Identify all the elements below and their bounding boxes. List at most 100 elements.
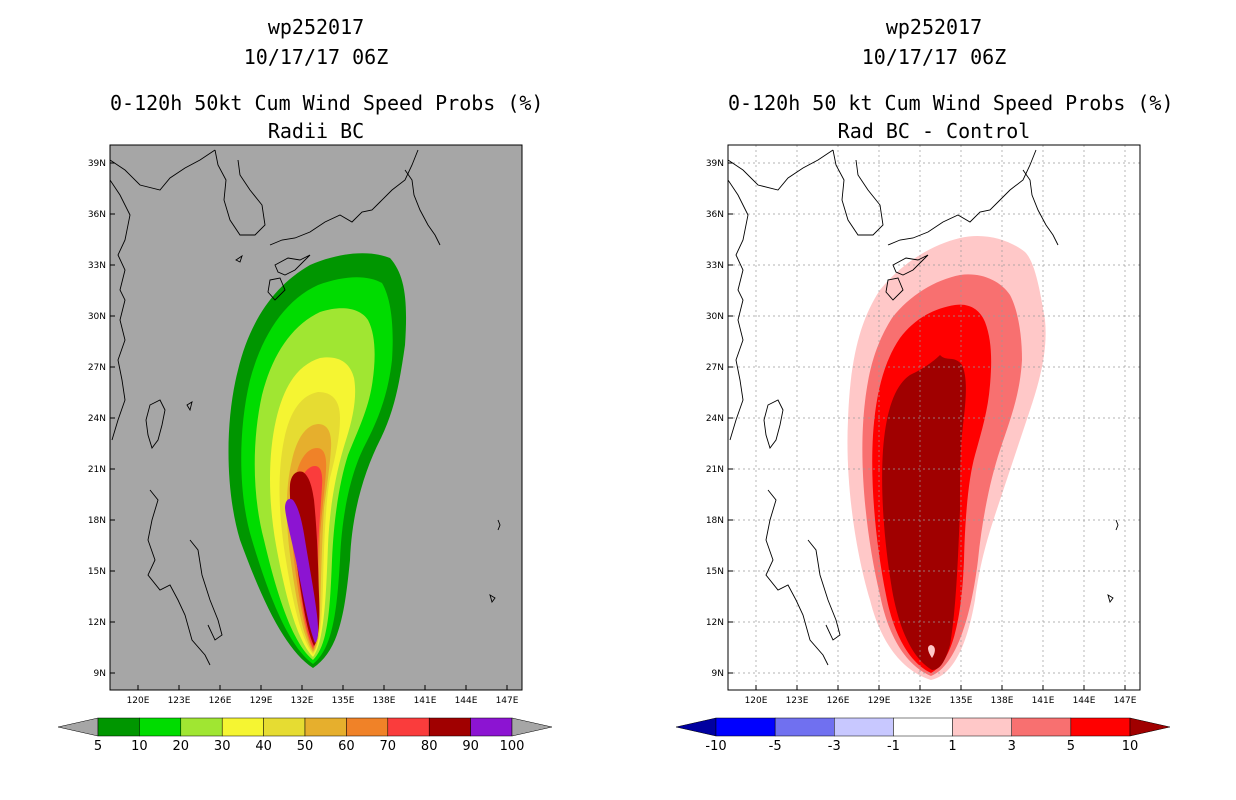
colorbar-swatch xyxy=(952,717,1012,737)
lat-tick-label: 21N xyxy=(88,465,106,475)
lon-tick-label: 144E xyxy=(455,696,478,706)
lon-tick-label: 135E xyxy=(950,696,973,706)
colorbar-label: 10 xyxy=(131,739,148,754)
colorbar-swatch xyxy=(97,717,140,737)
colorbar-swatch xyxy=(470,717,513,737)
lat-tick-label: 30N xyxy=(706,312,724,322)
colorbar-swatch xyxy=(139,717,182,737)
lat-tick-label: 36N xyxy=(706,210,724,220)
right-map-panel: 39N 36N 33N 30N 27N 24N 21N 18N 15N 12N 9N 120E 123… xyxy=(706,144,1141,706)
colorbar-swatch xyxy=(834,717,894,737)
lat-tick-label: 18N xyxy=(706,516,724,526)
lat-tick-label: 9N xyxy=(712,669,724,679)
lon-tick-label: 126E xyxy=(827,696,850,706)
lon-tick-label: 141E xyxy=(1032,696,1055,706)
right-lat-ticks: 39N 36N 33N 30N 27N 24N 21N 18N 15N 12N 9N xyxy=(706,159,733,679)
colorbar-swatch xyxy=(346,717,389,737)
colorbar-high-triangle xyxy=(1129,717,1171,737)
lon-tick-label: 129E xyxy=(868,696,891,706)
left-lon-ticks: 120E 123E 126E 129E 132E 135E 138E 141E 144E 147E xyxy=(127,685,519,706)
lon-tick-label: 123E xyxy=(786,696,809,706)
colorbar-swatch xyxy=(774,717,835,737)
lat-tick-label: 12N xyxy=(706,618,724,628)
colorbar-swatch xyxy=(263,717,306,737)
colorbar-swatch xyxy=(387,717,430,737)
left-probability-contours xyxy=(110,149,501,668)
diff-contour-inner xyxy=(928,645,935,658)
lon-tick-label: 120E xyxy=(127,696,150,706)
colorbar-label: 70 xyxy=(380,739,397,754)
colorbar-label: 50 xyxy=(297,739,314,754)
colorbar-label: 90 xyxy=(462,739,479,754)
left-map-panel: 39N 36N 33N 30N 27N 24N 21N 18N 15N 12N 9N 120E 123… xyxy=(88,144,523,706)
colorbar-label: 10 xyxy=(1122,739,1139,754)
colorbar-low-triangle xyxy=(675,717,717,737)
lon-tick-label: 138E xyxy=(991,696,1014,706)
lon-tick-label: 144E xyxy=(1073,696,1096,706)
colorbar-label: 5 xyxy=(1067,739,1075,754)
left-coastlines xyxy=(110,149,501,666)
lat-tick-label: 15N xyxy=(706,567,724,577)
lat-tick-label: 24N xyxy=(88,414,106,424)
contour-90 xyxy=(285,498,319,643)
colorbar-swatch xyxy=(221,717,264,737)
lat-tick-label: 12N xyxy=(88,618,106,628)
lon-tick-label: 147E xyxy=(1114,696,1137,706)
lon-tick-label: 132E xyxy=(909,696,932,706)
lat-tick-label: 33N xyxy=(706,261,724,271)
colorbar-swatch xyxy=(715,717,776,737)
colorbar-swatch xyxy=(1011,717,1072,737)
colorbar-label: 3 xyxy=(1008,739,1016,754)
lat-tick-label: 15N xyxy=(88,567,106,577)
colorbar-swatch xyxy=(180,717,223,737)
colorbar-label: 100 xyxy=(500,739,525,754)
lon-tick-label: 120E xyxy=(745,696,768,706)
left-lat-ticks: 39N 36N 33N 30N 27N 24N 21N 18N 15N 12N 9N xyxy=(88,159,115,679)
right-coastlines xyxy=(728,149,1119,666)
colorbar-label: -5 xyxy=(769,739,782,754)
colorbar-swatch xyxy=(1070,717,1131,737)
lon-tick-label: 123E xyxy=(168,696,191,706)
right-grid xyxy=(728,145,1140,690)
colorbar-low-triangle xyxy=(57,717,99,737)
lon-tick-label: 141E xyxy=(414,696,437,706)
lon-tick-label: 129E xyxy=(250,696,273,706)
lat-tick-label: 24N xyxy=(706,414,724,424)
colorbar-label: 1 xyxy=(948,739,956,754)
colorbar-label: 80 xyxy=(421,739,438,754)
colorbar-high-triangle xyxy=(511,717,553,737)
lat-tick-label: 27N xyxy=(88,363,106,373)
right-title-product: 0-120h 50 kt Cum Wind Speed Probs (%) xyxy=(728,91,1174,115)
lat-tick-label: 39N xyxy=(88,159,106,169)
colorbar-label: 5 xyxy=(94,739,102,754)
lon-tick-label: 132E xyxy=(291,696,314,706)
right-title-storm-id: wp252017 xyxy=(885,15,983,39)
right-title-subtitle: Rad BC - Control xyxy=(837,119,1031,143)
colorbar-swatch xyxy=(893,717,953,737)
colorbar-label: -1 xyxy=(887,739,900,754)
left-title-subtitle: Radii BC xyxy=(267,119,365,143)
colorbar-swatch xyxy=(304,717,347,737)
colorbar-label: 40 xyxy=(255,739,272,754)
left-title-storm-id: wp252017 xyxy=(267,15,365,39)
lon-tick-label: 147E xyxy=(496,696,519,706)
right-lon-ticks: 120E 123E 126E 129E 132E 135E 138E 141E 144E 147E xyxy=(745,685,1137,706)
colorbar-label: 30 xyxy=(214,739,231,754)
diff-contour-10 xyxy=(882,355,966,670)
colorbar-label: -10 xyxy=(705,739,726,754)
left-colorbar: 5 10 20 30 40 50 60 70 80 90 100 xyxy=(57,717,553,754)
lat-tick-label: 21N xyxy=(706,465,724,475)
lat-tick-label: 27N xyxy=(706,363,724,373)
lat-tick-label: 33N xyxy=(88,261,106,271)
colorbar-label: 60 xyxy=(338,739,355,754)
lat-tick-label: 18N xyxy=(88,516,106,526)
right-colorbar: -10 -5 -3 -1 1 3 5 10 xyxy=(675,717,1171,754)
right-title-datetime: 10/17/17 06Z xyxy=(861,45,1007,69)
lat-tick-label: 9N xyxy=(94,669,106,679)
colorbar-label: -3 xyxy=(828,739,841,754)
left-title-product: 0-120h 50kt Cum Wind Speed Probs (%) xyxy=(110,91,544,115)
right-difference-contours xyxy=(728,145,1140,690)
lon-tick-label: 138E xyxy=(373,696,396,706)
lon-tick-label: 126E xyxy=(209,696,232,706)
